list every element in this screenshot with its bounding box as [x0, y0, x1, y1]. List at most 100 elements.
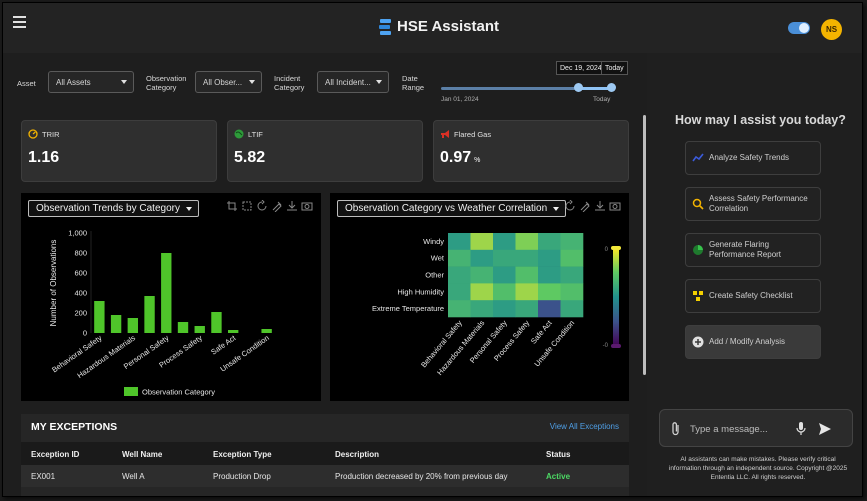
kpi-label: TRIR — [42, 130, 60, 139]
heatmap-cell[interactable] — [493, 249, 516, 267]
heatmap-cell[interactable] — [493, 266, 516, 284]
heatmap-cell[interactable] — [538, 249, 561, 267]
heatmap-cell[interactable] — [560, 266, 584, 284]
gauge-icon — [28, 129, 38, 139]
heatmap-cell[interactable] — [515, 300, 539, 318]
y-tick-label: 1,000 — [68, 229, 87, 238]
heatmap-cell[interactable] — [538, 266, 561, 284]
column-header[interactable]: Description — [335, 450, 380, 459]
legend-swatch[interactable] — [124, 387, 138, 396]
incident-category-select[interactable]: All Incident... — [317, 71, 389, 93]
brush-icon[interactable] — [579, 199, 591, 213]
bar[interactable] — [177, 322, 189, 333]
kpi-value: 0.97% — [440, 149, 480, 167]
observation-select-value: All Obser... — [203, 78, 243, 87]
column-header[interactable]: Exception Type — [213, 450, 272, 459]
bar-chart: 0 200 400 600 800 1,000 Number of Observations… — [49, 229, 272, 397]
microphone-icon[interactable] — [794, 421, 808, 437]
send-icon[interactable] — [818, 421, 832, 437]
bar[interactable] — [94, 301, 105, 333]
heatmap-cell[interactable] — [560, 249, 584, 267]
heatmap-cell[interactable] — [470, 283, 494, 301]
heatmap-cell[interactable] — [538, 233, 561, 251]
chevron-down-icon — [553, 207, 560, 211]
date-end-handle[interactable] — [607, 83, 616, 92]
column-header[interactable]: Well Name — [122, 450, 163, 459]
colorbar-min-handle[interactable] — [611, 344, 621, 348]
heatmap-cell[interactable] — [470, 233, 494, 251]
menu-icon[interactable] — [13, 16, 26, 28]
observation-category-select[interactable]: All Obser... — [195, 71, 262, 93]
create-safety-checklist-button[interactable]: Create Safety Checklist — [685, 279, 821, 313]
kpi-unit: % — [474, 157, 481, 164]
heatmap-cell[interactable] — [560, 283, 584, 301]
view-all-exceptions-link[interactable]: View All Exceptions — [549, 422, 619, 431]
date-range-slider[interactable] — [441, 87, 613, 90]
heatmap-cell[interactable] — [448, 300, 471, 318]
heatmap-cell[interactable] — [515, 249, 539, 267]
heatmap-cell[interactable] — [493, 233, 516, 251]
button-label: Generate Flaring Performance Report — [709, 240, 782, 259]
chart-selector-left[interactable]: Observation Trends by Category — [28, 200, 199, 217]
analyze-safety-trends-button[interactable]: Analyze Safety Trends — [685, 141, 821, 175]
download-icon[interactable] — [286, 199, 298, 211]
heatmap-cell[interactable] — [470, 266, 494, 284]
heatmap-cell[interactable] — [493, 300, 516, 318]
message-input[interactable] — [690, 421, 790, 437]
camera-icon[interactable] — [609, 199, 621, 211]
kpi-card-trir: TRIR 1.16 — [21, 120, 217, 182]
heatmap-cell[interactable] — [448, 266, 471, 284]
refresh-icon[interactable] — [564, 199, 576, 211]
heatmap-cell[interactable] — [515, 266, 539, 284]
refresh-icon[interactable] — [256, 199, 268, 211]
paperclip-icon[interactable] — [669, 421, 683, 437]
select-icon[interactable] — [241, 199, 253, 211]
colorbar-max-handle[interactable] — [611, 246, 621, 250]
heatmap-cell[interactable] — [538, 300, 561, 318]
y-tick-label: 200 — [74, 309, 87, 318]
table-row[interactable]: EX001 Well A Production Drop Production … — [21, 465, 629, 487]
observation-label-line1: Observation — [146, 74, 187, 83]
add-modify-analysis-button[interactable]: Add / Modify Analysis — [685, 325, 821, 359]
main-scrollbar[interactable] — [643, 115, 646, 375]
avatar[interactable]: NS — [821, 19, 842, 40]
asset-select[interactable]: All Assets — [48, 71, 134, 93]
heatmap-cell[interactable] — [538, 283, 561, 301]
generate-flaring-report-button[interactable]: Generate Flaring Performance Report — [685, 233, 821, 267]
heatmap-cell[interactable] — [515, 283, 539, 301]
theme-toggle[interactable] — [788, 22, 810, 34]
incident-label-line2: Category — [274, 83, 305, 92]
column-header[interactable]: Exception ID — [31, 450, 80, 459]
y-axis-title: Number of Observations — [49, 240, 58, 327]
date-start-handle[interactable] — [574, 83, 583, 92]
column-header[interactable]: Status — [546, 450, 571, 459]
chart-selector-right[interactable]: Observation Category vs Weather Correlat… — [337, 200, 567, 217]
bar[interactable] — [227, 330, 239, 333]
assess-safety-performance-button[interactable]: Assess Safety Performance Correlation — [685, 187, 821, 221]
heatmap-cell[interactable] — [470, 249, 494, 267]
bar[interactable] — [194, 326, 205, 333]
brush-icon[interactable] — [271, 199, 283, 213]
bar[interactable] — [110, 315, 122, 333]
heatmap-cell[interactable] — [493, 283, 516, 301]
y-tick-label: 600 — [74, 269, 87, 278]
crop-icon[interactable] — [226, 199, 238, 211]
bar[interactable] — [261, 329, 272, 333]
bar[interactable] — [211, 312, 222, 333]
kpi-label: LTIF — [248, 130, 263, 139]
date-label-line2: Range — [402, 83, 425, 92]
heatmap-cell[interactable] — [448, 283, 471, 301]
heatmap-cell[interactable] — [470, 300, 494, 318]
heatmap-cell[interactable] — [560, 300, 584, 318]
heatmap-cell[interactable] — [448, 249, 471, 267]
heatmap-cell[interactable] — [448, 233, 471, 251]
exceptions-table-header: Exception ID Well Name Exception Type De… — [21, 442, 629, 465]
heatmap-cell[interactable] — [560, 233, 584, 251]
heatmap-cell[interactable] — [515, 233, 539, 251]
download-icon[interactable] — [594, 199, 606, 211]
camera-icon[interactable] — [301, 199, 313, 211]
colorbar-min-label: -0 — [603, 343, 609, 349]
bar[interactable] — [144, 296, 155, 333]
bar[interactable] — [127, 318, 139, 333]
bar[interactable] — [161, 253, 172, 333]
